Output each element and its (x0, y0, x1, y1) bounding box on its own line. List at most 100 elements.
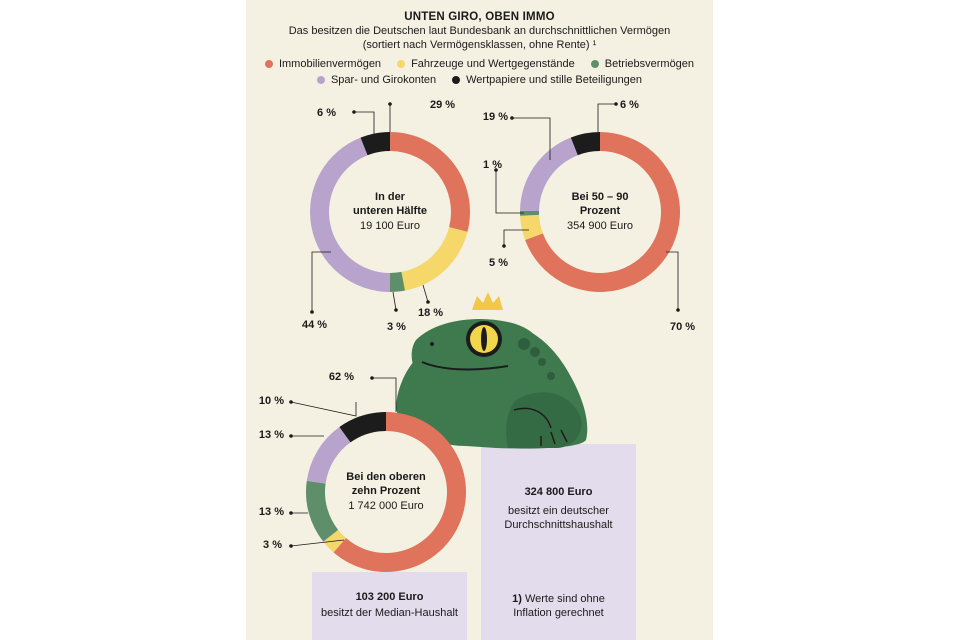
leader-line (422, 284, 429, 303)
leader-dot (370, 376, 374, 380)
legend-item: Betriebsvermögen (590, 58, 695, 70)
chart-title: UNTEN GIRO, OBEN IMMO (404, 11, 555, 23)
chart-subtitle: Das besitzen die Deutschen laut Bundesba… (288, 25, 671, 37)
donut-slice (306, 426, 351, 484)
leader-line (666, 251, 679, 310)
slice-label: 6 % (620, 99, 639, 111)
donut-slice (390, 271, 405, 292)
leader-dot (289, 544, 293, 548)
footnote-line1: Werte sind ohne (524, 593, 605, 605)
legend-label: Wertpapiere und stille Beteiligungen (466, 74, 643, 86)
legend-dot (452, 76, 461, 84)
leader-line (495, 170, 524, 214)
frog-pupil (481, 327, 487, 351)
legend-dot (590, 60, 599, 68)
legend-item: Wertpapiere und stille Beteiligungen (452, 74, 642, 86)
donut-slice (309, 137, 390, 292)
crown-icon (472, 292, 503, 310)
legend-label: Fahrzeuge und Wertgegenstände (411, 58, 575, 70)
donut-slice (520, 210, 540, 216)
frog-wart (538, 358, 546, 366)
frog-wart (518, 338, 530, 350)
donut-slice (401, 227, 468, 291)
legend-item: Spar- und Girokonten (316, 74, 437, 86)
leader-dot (289, 434, 293, 438)
leader-line (290, 539, 345, 547)
leader-dot (388, 102, 392, 106)
slice-label: 62 % (329, 371, 354, 383)
frog-nostril (430, 342, 434, 346)
average-text-line1: besitzt ein deutscher (508, 505, 609, 517)
donut-slice (306, 480, 339, 542)
footnote: 1) Werte sind ohne (481, 593, 636, 605)
average-value: 324 800 Euro (524, 486, 593, 498)
charts-canvas: 29 % 18 % 3 % 44 % 6 % In der unteren Hälfte 19… (259, 99, 695, 572)
leader-line (503, 229, 529, 246)
legend-dot (264, 60, 273, 68)
average-text-line2: Durchschnittshaushalt (504, 519, 613, 531)
donut-chart: 62 % 3 % 13 % 13 % 10 % Bei den oberen zehn Pr… (259, 371, 466, 572)
frog-toe-line (540, 429, 568, 446)
median-box: 103 200 Euro besitzt der Median-Haushalt (312, 572, 467, 640)
center-value: 1 742 000 Euro (348, 500, 423, 512)
legend-item: Immobilienvermögen (264, 58, 382, 70)
slice-label: 44 % (302, 319, 327, 331)
slice-label: 29 % (430, 99, 455, 111)
leader-dot (289, 400, 293, 404)
legend-label: Spar- und Girokonten (330, 74, 437, 86)
legend-row-2: Spar- und Girokonten Wertpapiere und sti… (246, 74, 713, 86)
leader-dot (310, 310, 314, 314)
center-value: 354 900 Euro (567, 220, 633, 232)
slice-label: 5 % (489, 257, 508, 269)
leader-line (512, 117, 551, 160)
center-label-line2: unteren Hälfte (353, 205, 427, 217)
legend-dot (397, 60, 406, 68)
frog-arm (396, 399, 476, 420)
frog-wart (530, 347, 540, 357)
leader-dot (676, 308, 680, 312)
slice-label: 6 % (317, 107, 336, 119)
legend-dot (316, 76, 325, 84)
center-label-line1: Bei den oberen (346, 471, 426, 483)
frog-wart (547, 372, 555, 380)
leader-dot (614, 102, 618, 106)
slice-label: 10 % (259, 395, 284, 407)
leader-dot (426, 300, 430, 304)
slice-label: 3 % (387, 321, 406, 333)
legend-item: Fahrzeuge und Wertgegenstände (397, 58, 575, 70)
chart-subtitle-note: (sortiert nach Vermögensklassen, ohne Re… (362, 39, 597, 51)
donut-chart: 70 % 5 % 1 % 19 % 6 % Bei 50 – 90 Prozent 354 9… (483, 99, 695, 333)
donut-slice (339, 412, 386, 443)
donut-slice (570, 132, 600, 156)
leader-line (354, 111, 375, 134)
legend-label: Immobilienvermögen (278, 58, 382, 70)
footnote-marker: 1) (512, 593, 522, 605)
leader-dot (289, 511, 293, 515)
median-value: 103 200 Euro (355, 591, 424, 603)
donut-slice (520, 137, 578, 212)
center-label-line2: zehn Prozent (352, 485, 421, 497)
donut-slice (360, 132, 390, 156)
donut-chart: 29 % 18 % 3 % 44 % 6 % In der unteren Hälfte 19… (302, 99, 470, 333)
average-box: 324 800 Euro besitzt ein deutscher Durch… (481, 444, 636, 640)
leader-dot (510, 116, 514, 120)
leader-line (372, 377, 397, 412)
donut-slice (520, 214, 543, 241)
leader-line (311, 251, 331, 312)
frog-with-crown-icon (396, 292, 588, 449)
leader-dot (494, 168, 498, 172)
leader-dot (394, 308, 398, 312)
slice-label: 3 % (263, 539, 282, 551)
leader-line (392, 291, 397, 311)
donut-slice (333, 412, 466, 572)
legend-label: Betriebsvermögen (604, 58, 695, 70)
infographic-panel: UNTEN GIRO, OBEN IMMO Das besitzen die D… (246, 0, 713, 640)
leader-line (597, 103, 616, 132)
center-value: 19 100 Euro (360, 220, 420, 232)
center-label-line1: Bei 50 – 90 (572, 191, 629, 203)
slice-label: 13 % (259, 429, 284, 441)
frog-mouth (421, 361, 509, 371)
leader-line (290, 401, 357, 417)
slice-label: 18 % (418, 307, 443, 319)
legend-row-1: Immobilienvermögen Fahrzeuge und Wertgeg… (246, 58, 713, 70)
